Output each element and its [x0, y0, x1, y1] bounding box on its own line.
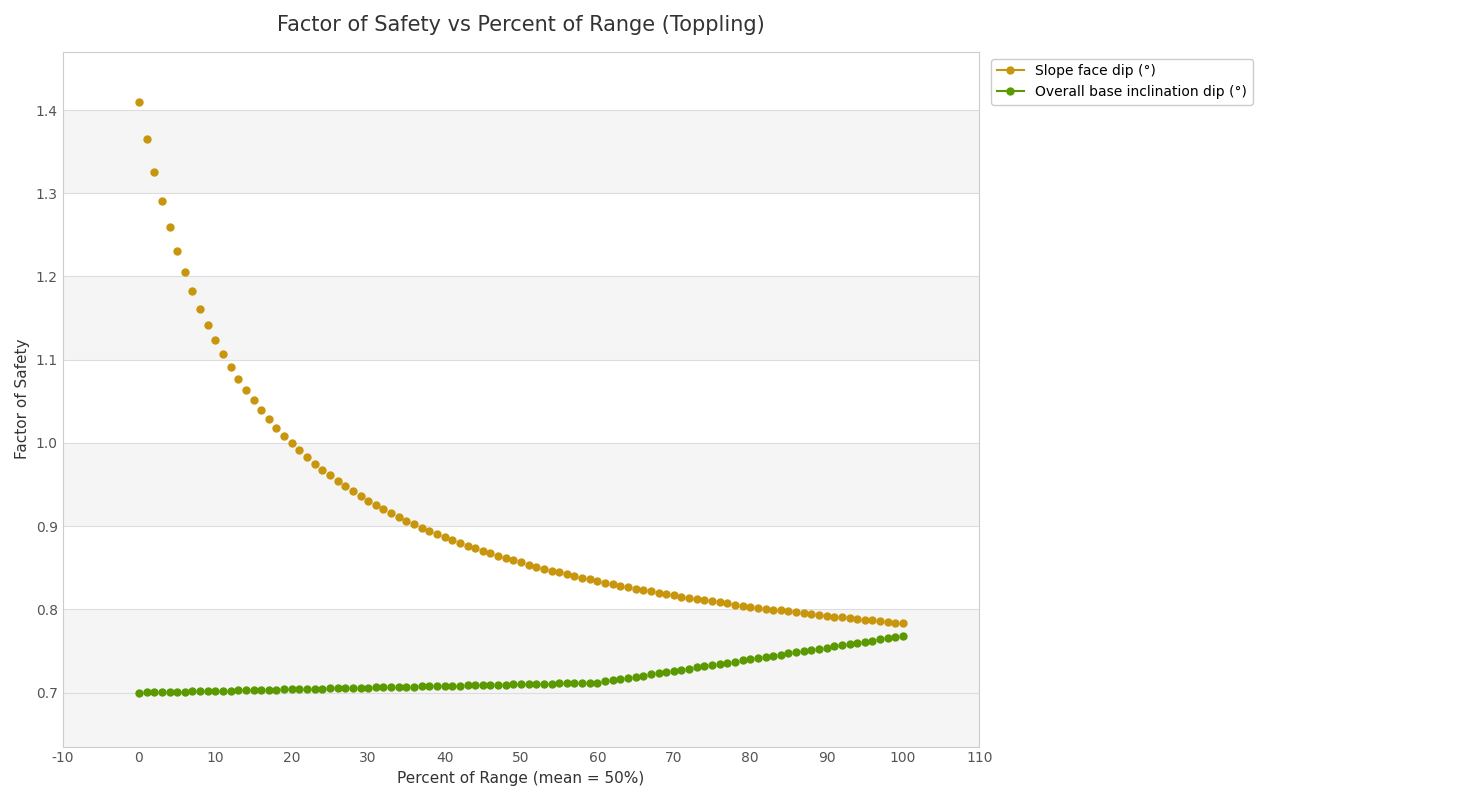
Bar [63, 526, 980, 610]
Slope face dip (°) [588, 576, 606, 586]
Slope face dip (°) [183, 287, 201, 296]
Overall base inclination dip (°) [895, 631, 912, 641]
X-axis label: Percent of Range (mean = 50%): Percent of Range (mean = 50%) [398, 771, 644, 786]
Legend: Slope face dip (°), Overall base inclination dip (°): Slope face dip (°), Overall base inclina… [992, 58, 1253, 105]
Bar [63, 52, 980, 110]
Overall base inclination dip (°) [703, 660, 720, 670]
Overall base inclination dip (°) [183, 686, 201, 696]
Bar [63, 110, 980, 193]
Slope face dip (°) [665, 590, 682, 600]
Overall base inclination dip (°) [481, 680, 499, 690]
Overall base inclination dip (°) [588, 678, 606, 687]
Bar [63, 610, 980, 693]
Overall base inclination dip (°) [665, 666, 682, 676]
Slope face dip (°) [481, 549, 499, 558]
Line: Overall base inclination dip (°): Overall base inclination dip (°) [135, 633, 907, 696]
Bar [63, 693, 980, 747]
Bar [63, 276, 980, 360]
Overall base inclination dip (°) [131, 688, 148, 698]
Slope face dip (°) [131, 97, 148, 107]
Line: Slope face dip (°): Slope face dip (°) [135, 99, 907, 626]
Title: Factor of Safety vs Percent of Range (Toppling): Factor of Safety vs Percent of Range (To… [277, 15, 764, 35]
Overall base inclination dip (°) [321, 683, 339, 693]
Slope face dip (°) [895, 618, 912, 628]
Slope face dip (°) [703, 597, 720, 606]
Y-axis label: Factor of Safety: Factor of Safety [15, 339, 29, 460]
Bar [63, 360, 980, 443]
Slope face dip (°) [321, 471, 339, 481]
Bar [63, 193, 980, 276]
Bar [63, 443, 980, 526]
